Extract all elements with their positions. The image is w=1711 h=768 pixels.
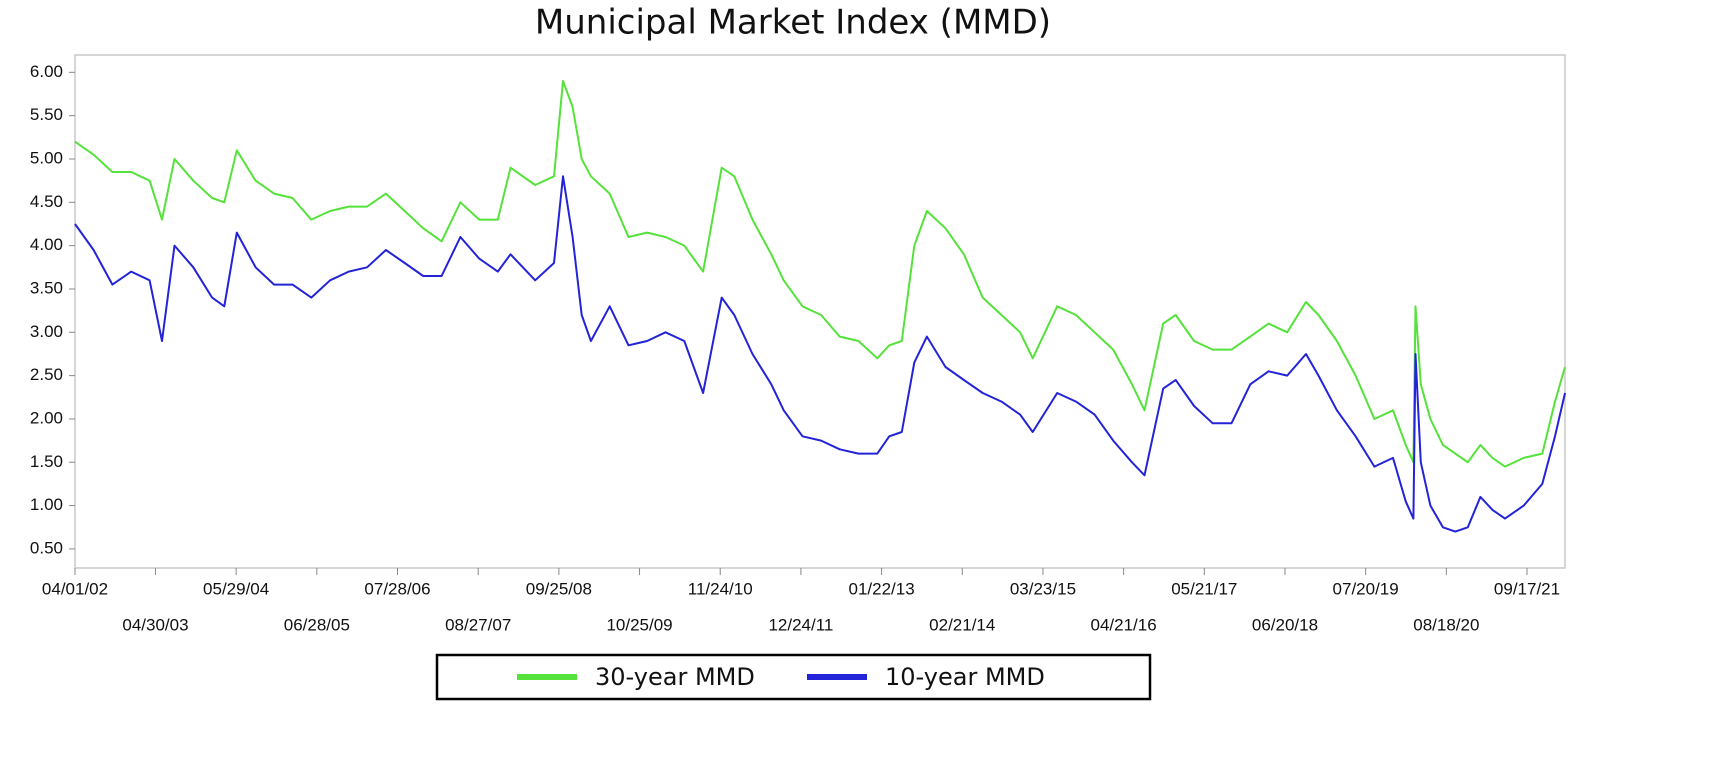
x-tick-label: 04/01/02	[42, 579, 108, 598]
y-tick-label: 2.50	[30, 365, 63, 384]
y-tick-label: 5.00	[30, 148, 63, 167]
line-series	[74, 80, 1566, 468]
x-tick-label: 04/21/16	[1091, 615, 1157, 634]
chart-title: Municipal Market Index (MMD)	[535, 3, 1051, 43]
x-tick-label: 06/20/18	[1252, 615, 1318, 634]
x-tick-label: 04/30/03	[122, 615, 188, 634]
x-tick-label: 07/20/19	[1333, 579, 1399, 598]
x-tick-label: 12/24/11	[768, 615, 833, 634]
plot-area	[74, 54, 1566, 569]
line-series	[74, 175, 1566, 533]
y-tick-label: 1.00	[30, 495, 63, 514]
y-tick-label: 3.50	[30, 278, 63, 297]
y-tick-label: 4.00	[30, 235, 63, 254]
y-tick-label: 1.50	[30, 452, 63, 471]
x-tick-label: 06/28/05	[284, 615, 350, 634]
x-tick-label: 02/21/14	[929, 615, 995, 634]
x-tick-label: 09/17/21	[1494, 579, 1560, 598]
x-tick-label: 05/29/04	[203, 579, 269, 598]
y-tick-label: 6.00	[30, 62, 63, 81]
x-tick-label: 08/18/20	[1413, 615, 1479, 634]
y-tick-label: 5.50	[30, 105, 63, 124]
x-tick-label: 08/27/07	[445, 615, 511, 634]
x-tick-label: 05/21/17	[1171, 579, 1237, 598]
y-tick-label: 3.00	[30, 322, 63, 341]
x-tick-label: 11/24/10	[688, 579, 753, 598]
y-tick-label: 4.50	[30, 192, 63, 211]
x-tick-label: 10/25/09	[606, 615, 672, 634]
legend-label: 10-year MMD	[885, 663, 1045, 691]
x-tick-label: 07/28/06	[364, 579, 430, 598]
x-tick-label: 01/22/13	[848, 579, 914, 598]
y-tick-label: 2.00	[30, 408, 63, 427]
legend-label: 30-year MMD	[595, 663, 755, 691]
y-tick-label: 0.50	[30, 538, 63, 557]
x-tick-label: 03/23/15	[1010, 579, 1076, 598]
x-tick-label: 09/25/08	[526, 579, 592, 598]
